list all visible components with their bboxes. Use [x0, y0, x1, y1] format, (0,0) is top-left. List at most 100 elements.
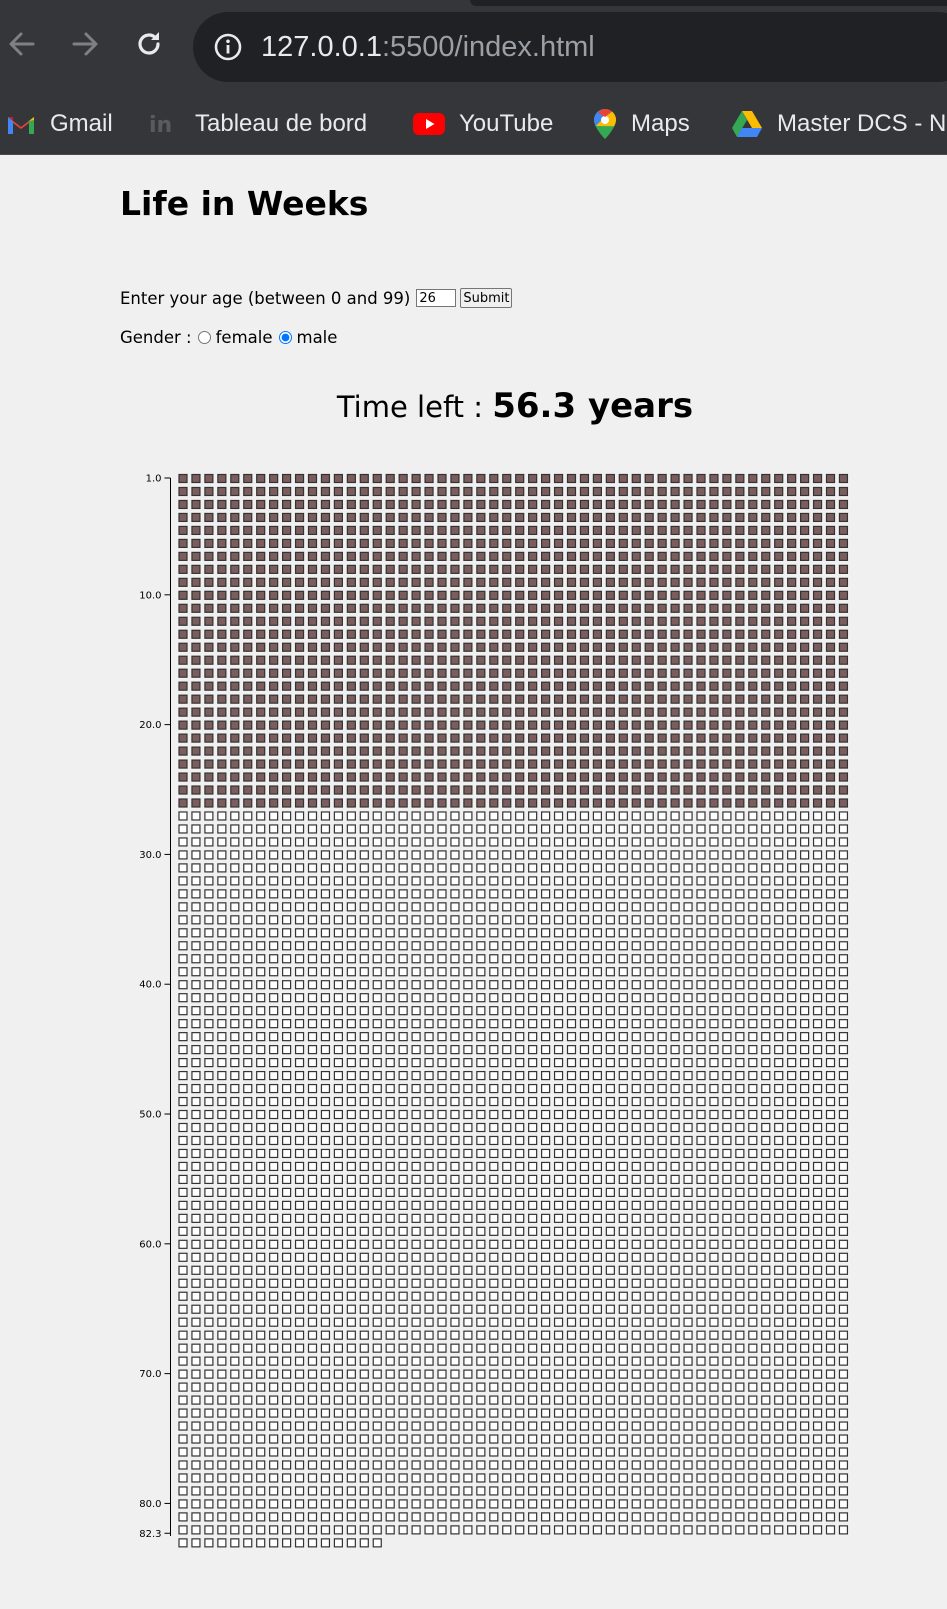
week-cell-lived: [346, 525, 356, 536]
week-cell-remaining: [256, 1512, 266, 1522]
week-cell-remaining: [372, 1213, 382, 1223]
week-cell-lived: [398, 772, 408, 782]
week-cell-remaining: [243, 1278, 253, 1288]
address-bar[interactable]: 127.0.0.1:5500/index.html: [193, 12, 947, 82]
week-cell-lived: [372, 629, 382, 639]
week-cell-remaining: [618, 1486, 628, 1496]
week-cell-remaining: [282, 1473, 292, 1483]
week-cell-remaining: [799, 1239, 810, 1249]
week-cell-remaining: [191, 1057, 201, 1068]
week-cell-remaining: [825, 1447, 836, 1457]
week-cell-remaining: [579, 1343, 590, 1353]
week-cell-remaining: [282, 941, 292, 951]
week-cell-lived: [398, 525, 408, 536]
week-cell-remaining: [515, 928, 525, 938]
week-cell-remaining: [592, 1395, 603, 1405]
week-cell-remaining: [579, 824, 590, 834]
week-cell-lived: [204, 551, 214, 561]
week-cell-remaining: [566, 902, 577, 912]
week-cell-remaining: [333, 1382, 343, 1392]
week-cell-remaining: [838, 993, 849, 1003]
week-cell-remaining: [450, 1447, 460, 1457]
week-cell-remaining: [372, 1174, 382, 1185]
reload-button[interactable]: [129, 24, 169, 64]
gender-female-label[interactable]: female: [215, 328, 273, 347]
week-cell-lived: [799, 603, 810, 613]
week-cell-remaining: [722, 1019, 732, 1029]
week-cell-lived: [618, 512, 628, 523]
bookmark-gmail[interactable]: Gmail: [6, 107, 113, 141]
week-cell-remaining: [825, 1122, 836, 1133]
week-cell-lived: [217, 759, 227, 769]
info-icon[interactable]: [213, 32, 243, 62]
week-cell-remaining: [230, 1122, 240, 1133]
week-cell-lived: [657, 616, 667, 626]
week-cell-lived: [204, 499, 214, 510]
week-cell-remaining: [618, 1045, 628, 1055]
week-cell-remaining: [735, 1252, 745, 1262]
week-cell-remaining: [269, 1213, 279, 1223]
week-cell-remaining: [670, 1083, 680, 1094]
week-cell-remaining: [204, 1473, 214, 1483]
week-cell-remaining: [618, 1512, 628, 1522]
week-cell-remaining: [748, 1174, 758, 1185]
bookmark-maps[interactable]: Maps: [593, 107, 690, 141]
week-cell-remaining: [774, 837, 784, 847]
week-cell-remaining: [553, 1006, 564, 1016]
week-cell-remaining: [191, 1408, 201, 1418]
gender-male-radio[interactable]: [278, 331, 292, 344]
week-cell-remaining: [696, 1161, 706, 1172]
week-cell-remaining: [489, 954, 499, 964]
bookmark-youtube[interactable]: YouTube: [413, 107, 553, 141]
week-cell-lived: [592, 759, 603, 769]
week-cell-lived: [528, 564, 538, 574]
forward-button[interactable]: [65, 24, 105, 64]
week-cell-lived: [204, 590, 214, 600]
age-input[interactable]: [416, 289, 457, 307]
week-cell-remaining: [437, 1408, 447, 1418]
week-cell-remaining: [450, 967, 460, 977]
week-cell-remaining: [476, 1135, 486, 1146]
week-cell-remaining: [735, 1032, 745, 1042]
week-cell-lived: [670, 525, 680, 536]
gender-female-radio[interactable]: [197, 331, 211, 344]
week-cell-remaining: [320, 1473, 331, 1483]
week-cell-remaining: [812, 811, 823, 821]
week-cell-remaining: [696, 1070, 706, 1081]
week-cell-lived: [657, 798, 667, 808]
submit-button[interactable]: Submit: [460, 288, 513, 308]
week-cell-lived: [825, 473, 836, 484]
week-cell-remaining: [670, 863, 680, 873]
week-cell-lived: [683, 603, 693, 613]
week-cell-lived: [333, 746, 343, 756]
week-cell-remaining: [450, 1109, 460, 1120]
week-cell-remaining: [657, 1525, 667, 1535]
week-cell-remaining: [359, 811, 369, 821]
week-cell-lived: [579, 499, 590, 510]
week-cell-remaining: [346, 811, 356, 821]
week-cell-remaining: [799, 889, 810, 899]
week-cell-lived: [463, 694, 473, 704]
week-cell-remaining: [579, 967, 590, 977]
week-cell-remaining: [774, 863, 784, 873]
week-cell-remaining: [812, 850, 823, 860]
week-cell-remaining: [799, 954, 810, 964]
bookmark-tableau-de-bord[interactable]: in Tableau de bord: [149, 107, 367, 141]
week-cell-lived: [320, 538, 331, 549]
week-cell-remaining: [398, 993, 408, 1003]
week-cell-remaining: [528, 889, 538, 899]
week-cell-lived: [411, 512, 421, 523]
week-cell-lived: [437, 720, 447, 730]
week-cell-remaining: [722, 889, 732, 899]
week-cell-lived: [566, 538, 577, 549]
week-cell-remaining: [709, 1135, 719, 1146]
gender-male-label[interactable]: male: [296, 328, 338, 347]
bookmark-master-dcs[interactable]: Master DCS - N: [731, 107, 946, 141]
week-cell-remaining: [825, 850, 836, 860]
back-button[interactable]: [2, 24, 42, 64]
week-cell-remaining: [696, 1252, 706, 1262]
week-cell-lived: [372, 681, 382, 691]
week-cell-remaining: [243, 1265, 253, 1275]
week-cell-lived: [709, 733, 719, 743]
week-cell-lived: [385, 512, 395, 523]
